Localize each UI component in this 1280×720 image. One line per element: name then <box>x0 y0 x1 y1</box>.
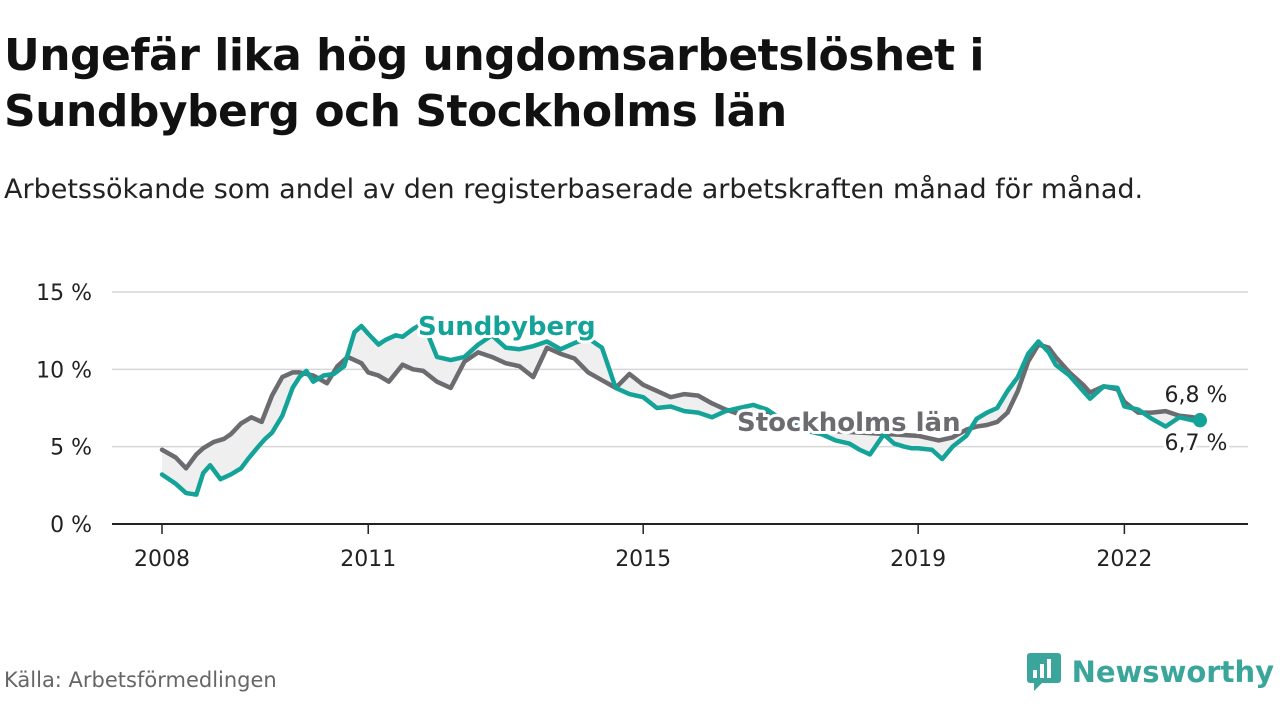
source-note: Källa: Arbetsförmedlingen <box>4 668 277 692</box>
end-label-sundbyberg: 6,7 % <box>1165 431 1228 456</box>
chart-title: Ungefär lika hög ungdomsarbetslöshet i S… <box>4 30 985 137</box>
y-axis: 0 % 5 % 10 % 15 % <box>36 281 92 538</box>
x-tick-label: 2015 <box>615 547 671 572</box>
series-label-stockholm: Stockholms län <box>737 408 961 438</box>
end-label-stockholm: 6,8 % <box>1165 383 1228 408</box>
y-tick-label: 15 % <box>36 281 92 306</box>
y-tick-label: 10 % <box>36 358 92 383</box>
gridlines <box>112 291 1248 448</box>
x-tick-label: 2019 <box>890 547 946 572</box>
y-tick-label: 5 % <box>50 436 92 461</box>
x-tick-label: 2011 <box>340 547 396 572</box>
newsworthy-logo-icon <box>1026 653 1061 691</box>
x-tick-label: 2022 <box>1096 547 1152 572</box>
x-tick-label: 2008 <box>134 547 190 572</box>
brand-name: Newsworthy <box>1071 655 1274 689</box>
brand-logo: Newsworthy <box>1026 652 1274 692</box>
x-axis: 2008 2011 2015 2019 2022 <box>112 523 1248 572</box>
series-labels: Sundbyberg Stockholms län 6,8 % 6,7 % <box>415 309 1230 459</box>
end-marker-sundbyberg <box>1193 413 1207 428</box>
chart-subtitle: Arbetssökande som andel av den registerb… <box>4 174 1144 205</box>
y-tick-label: 0 % <box>50 513 92 538</box>
series-label-sundbyberg: Sundbyberg <box>418 312 596 342</box>
line-chart: 0 % 5 % 10 % 15 % 2008 2011 2015 2019 2022 Sund… <box>36 281 1248 572</box>
series-lines <box>159 320 1207 497</box>
series-line-sundbyberg <box>159 320 1203 497</box>
